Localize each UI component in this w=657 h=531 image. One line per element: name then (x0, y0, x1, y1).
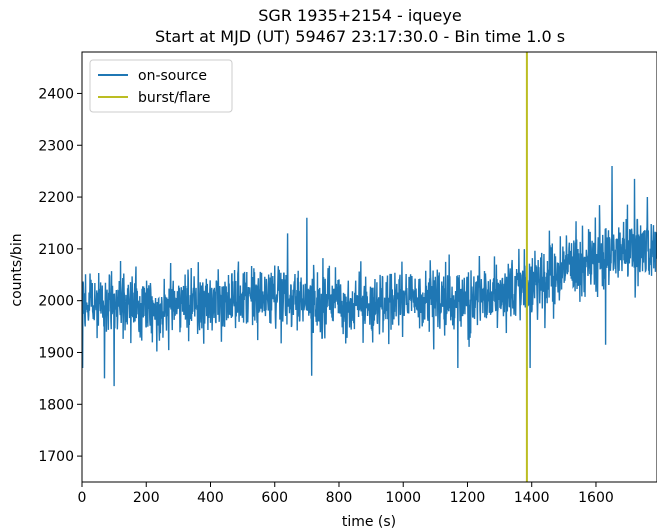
y-tick-label: 2400 (38, 86, 74, 102)
y-tick-label: 2200 (38, 190, 74, 206)
legend: on-source burst/flare (89, 59, 233, 113)
axes: 0 200 400 600 800 1000 1200 1400 1600 1700 1800 190… (38, 51, 657, 506)
x-tick-label: 1600 (578, 490, 614, 506)
plot-area (82, 52, 657, 482)
y-axis-label: counts/bin (9, 233, 25, 306)
legend-box (89, 59, 233, 113)
legend-label-burst-flare: burst/flare (138, 90, 210, 106)
x-tick-label: 1200 (450, 490, 486, 506)
x-tick-label: 800 (326, 490, 353, 506)
x-tick-label: 0 (78, 490, 87, 506)
legend-label-on-source: on-source (138, 68, 207, 84)
y-tick-label: 2300 (38, 138, 74, 154)
x-axis-label: time (s) (342, 514, 396, 530)
y-tick-label: 1900 (38, 345, 74, 361)
series-line-on-source (82, 165, 657, 387)
x-tick-label: 1400 (514, 490, 550, 506)
y-tick-label: 2000 (38, 294, 74, 310)
y-tick-label: 1800 (38, 397, 74, 413)
chart-title: SGR 1935+2154 - iqueye (258, 6, 461, 25)
y-tick-label: 2100 (38, 242, 74, 258)
x-tick-label: 600 (261, 490, 288, 506)
axes-frame (81, 51, 657, 483)
x-tick-label: 400 (197, 490, 224, 506)
x-tick-label: 200 (133, 490, 160, 506)
x-tick-label: 1000 (385, 490, 421, 506)
chart-subtitle: Start at MJD (UT) 59467 23:17:30.0 - Bin… (155, 27, 565, 46)
y-tick-label: 1700 (38, 449, 74, 465)
